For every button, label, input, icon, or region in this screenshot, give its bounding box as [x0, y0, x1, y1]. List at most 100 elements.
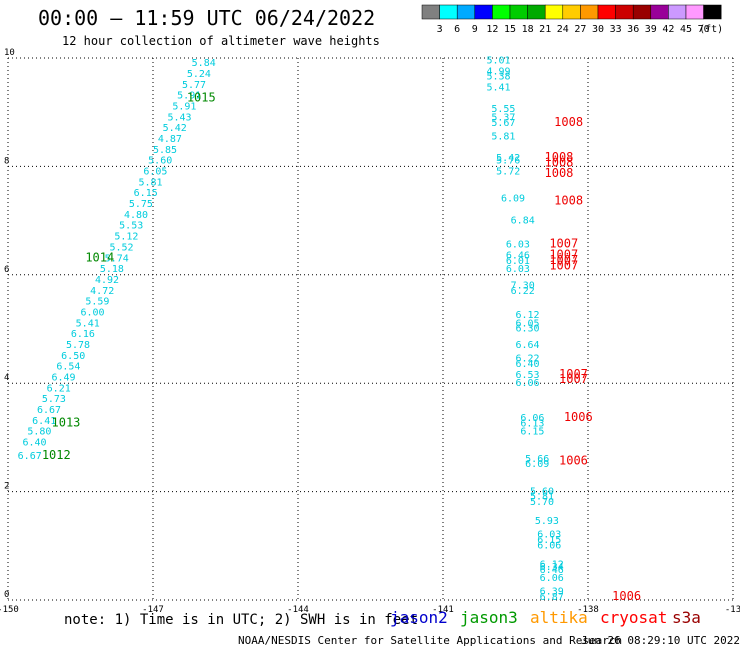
swh-value-label: 5.91 — [172, 101, 196, 112]
page-title: 00:00 – 11:59 UTC 06/24/2022 — [38, 6, 376, 30]
swh-value-label: 6.64 — [516, 340, 540, 351]
swh-value-label: 6.53 — [516, 370, 540, 381]
y-tick-label: 10 — [4, 48, 15, 58]
swh-value-label: 6.50 — [61, 351, 85, 362]
swh-value-label: 6.06 — [520, 413, 544, 424]
swh-value-label: 5.01 — [487, 55, 511, 66]
pressure-label: 1007 — [559, 372, 588, 386]
scale-label: 18 — [522, 24, 534, 35]
swh-value-label: 6.87 — [540, 592, 564, 603]
swh-value-label: 5.93 — [535, 516, 559, 527]
swh-value-label: 6.22 — [511, 286, 535, 297]
x-tick-label: -141 — [432, 605, 454, 615]
swh-value-label: 5.60 — [148, 156, 172, 167]
swh-value-label: 6.09 — [501, 194, 525, 205]
swh-value-label: 6.05 — [143, 167, 167, 178]
swh-value-label: 6.40 — [23, 438, 47, 449]
sat-label-jason3: jason3 — [460, 608, 518, 627]
swh-value-label: 6.03 — [537, 530, 561, 541]
scale-label: 24 — [557, 24, 569, 35]
pressure-label: 1006 — [564, 410, 593, 424]
pressure-label: 1013 — [52, 416, 81, 430]
x-tick-label: -138 — [577, 605, 599, 615]
color-scale-legend: 3 6 9 12 15 18 21 24 27 30 33 36 39 42 45 70(ft) — [421, 4, 723, 35]
swh-value-label: 5.38 — [487, 72, 511, 83]
pressure-label: 1008 — [545, 150, 574, 164]
scale-label: 3 — [437, 24, 443, 35]
scale-label: 36 — [627, 24, 639, 35]
swh-value-label: 5.60 — [530, 486, 554, 497]
swh-value-label: 6.39 — [540, 587, 564, 598]
swh-value-label: 7.30 — [511, 280, 535, 291]
swh-value-label: 6.00 — [81, 307, 105, 318]
pressure-label: 1007 — [549, 258, 578, 272]
x-tick-label: -144 — [287, 605, 309, 615]
swh-value-label: 6.15 — [537, 535, 561, 546]
swh-value-label: 6.30 — [516, 324, 540, 335]
swh-value-label: 6.22 — [516, 354, 540, 365]
sat-label-jason2: jason2 — [390, 608, 448, 627]
scale-swatch — [703, 4, 722, 20]
sat-label-cryosat: cryosat — [600, 608, 668, 627]
scale-label: 45 — [680, 24, 692, 35]
swh-value-label: 4.99 — [487, 66, 511, 77]
swh-value-label: 4.72 — [90, 286, 114, 297]
swh-value-label: 5.91 — [177, 91, 201, 102]
pressure-label: 1006 — [559, 454, 588, 468]
swh-value-label: 5.76 — [496, 156, 520, 167]
pressure-label: 1008 — [554, 193, 583, 207]
swh-value-label: 5.77 — [182, 80, 206, 91]
scale-unit: (ft) — [699, 24, 723, 35]
scale-label: 12 — [486, 24, 498, 35]
scale-label: 39 — [645, 24, 657, 35]
swh-value-label: 6.21 — [47, 383, 71, 394]
swh-value-label: 6.15 — [520, 427, 544, 438]
swh-value-label: 5.41 — [76, 318, 100, 329]
credit-line: NOAA/NESDIS Center for Satellite Applica… — [238, 634, 623, 647]
swh-value-label: 5.81 — [491, 131, 515, 142]
page-subtitle: 12 hour collection of altimeter wave hei… — [62, 34, 380, 48]
swh-value-label: 6.12 — [540, 559, 564, 570]
swh-value-label: 5.55 — [491, 104, 515, 115]
swh-value-label: 5.52 — [110, 242, 134, 253]
swh-value-label: 5.73 — [42, 394, 66, 405]
swh-value-label: 6.16 — [71, 329, 95, 340]
swh-value-label: 5.43 — [168, 112, 192, 123]
swh-value-label: 5.75 — [129, 199, 153, 210]
credit-date: Jun 26 08:29:10 UTC 2022 — [581, 634, 740, 647]
swh-value-label: 5.81 — [530, 492, 554, 503]
pressure-label: 1007 — [549, 248, 578, 262]
pressure-label: 1014 — [85, 250, 114, 264]
swh-value-label: 4.92 — [95, 275, 119, 286]
swh-value-label: 5.18 — [100, 264, 124, 275]
swh-value-label: 6.67 — [18, 451, 42, 462]
swh-value-label: 5.81 — [139, 177, 163, 188]
scale-label: 21 — [539, 24, 551, 35]
swh-value-label: 5.37 — [491, 112, 515, 123]
swh-value-label: 6.40 — [516, 359, 540, 370]
pressure-label: 1007 — [559, 367, 588, 381]
swh-value-label: 4.80 — [124, 210, 148, 221]
pressure-label: 1007 — [549, 253, 578, 267]
swh-value-label: 5.12 — [114, 232, 138, 243]
swh-value-label: 6.06 — [537, 541, 561, 552]
swh-value-label: 5.85 — [153, 145, 177, 156]
scale-label: 15 — [504, 24, 516, 35]
x-tick-label: -147 — [142, 605, 164, 615]
swh-value-label: 5.70 — [530, 497, 554, 508]
swh-value-label: 5.74 — [105, 253, 129, 264]
swh-value-label: 6.49 — [52, 372, 76, 383]
swh-value-label: 5.42 — [163, 123, 187, 134]
sat-label-s3a: s3a — [672, 608, 701, 627]
swh-value-label: 5.53 — [119, 221, 143, 232]
swh-value-label: 6.09 — [525, 459, 549, 470]
scale-label: 33 — [610, 24, 622, 35]
swh-value-label: 6.06 — [516, 378, 540, 389]
pressure-label: 1007 — [549, 237, 578, 251]
scale-label: 9 — [472, 24, 478, 35]
swh-value-label: 4.87 — [158, 134, 182, 145]
swh-value-label: 6.05 — [516, 318, 540, 329]
swh-value-label: 6.03 — [506, 264, 530, 275]
swh-value-label: 6.06 — [540, 573, 564, 584]
swh-value-label: 6.03 — [506, 240, 530, 251]
